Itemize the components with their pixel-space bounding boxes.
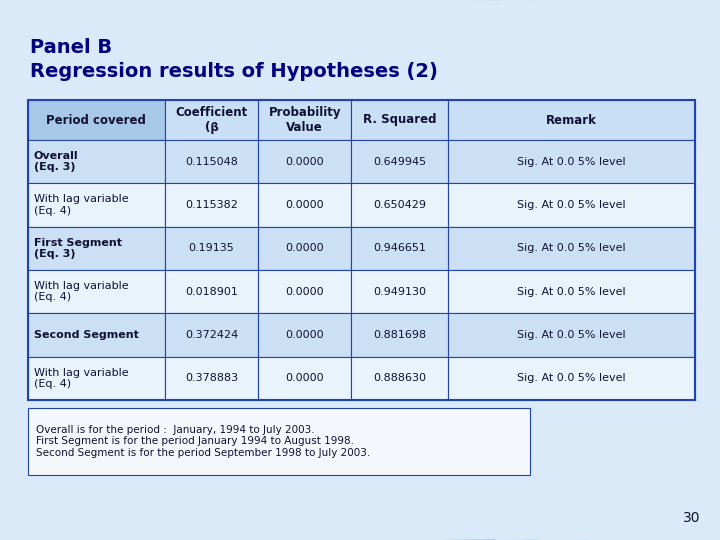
Text: 0.649945: 0.649945 (373, 157, 426, 167)
Bar (28, 356, 165, 400)
Bar (28, 408, 530, 475)
Text: Regression results of Hypotheses (2): Regression results of Hypotheses (2) (30, 62, 438, 81)
Bar (351, 313, 449, 356)
Text: 0.115382: 0.115382 (185, 200, 238, 210)
Bar (165, 140, 258, 184)
Bar (449, 184, 695, 227)
Text: Sig. At 0.0 5% level: Sig. At 0.0 5% level (517, 244, 626, 253)
Bar (351, 356, 449, 400)
Bar (165, 356, 258, 400)
Text: Second Segment: Second Segment (34, 330, 139, 340)
Text: Period covered: Period covered (46, 113, 146, 126)
Bar (258, 270, 351, 313)
Bar (449, 270, 695, 313)
Text: 0.115048: 0.115048 (185, 157, 238, 167)
Text: 0.372424: 0.372424 (185, 330, 238, 340)
Bar (351, 270, 449, 313)
Bar (28, 184, 165, 227)
Text: R. Squared: R. Squared (363, 113, 436, 126)
Bar (449, 313, 695, 356)
Bar (351, 227, 449, 270)
Text: 0.0000: 0.0000 (286, 244, 324, 253)
Text: First Segment
(Eq. 3): First Segment (Eq. 3) (34, 238, 122, 259)
Text: With lag variable
(Eq. 4): With lag variable (Eq. 4) (34, 368, 129, 389)
Bar (28, 313, 165, 356)
Text: 30: 30 (683, 511, 700, 525)
Bar (28, 140, 165, 184)
Bar (449, 227, 695, 270)
Text: 0.949130: 0.949130 (374, 287, 426, 296)
Text: Coefficient
(β: Coefficient (β (175, 106, 248, 134)
Bar (449, 100, 695, 140)
Bar (351, 100, 449, 140)
Text: 0.0000: 0.0000 (286, 157, 324, 167)
Bar (28, 227, 165, 270)
Text: 0.378883: 0.378883 (185, 373, 238, 383)
Bar (351, 140, 449, 184)
Bar (28, 100, 695, 400)
Text: Sig. At 0.0 5% level: Sig. At 0.0 5% level (517, 200, 626, 210)
Bar (258, 184, 351, 227)
Text: 0.0000: 0.0000 (286, 373, 324, 383)
Bar (28, 100, 165, 140)
Bar (258, 140, 351, 184)
Text: Panel B: Panel B (30, 38, 112, 57)
Text: Sig. At 0.0 5% level: Sig. At 0.0 5% level (517, 157, 626, 167)
Bar (165, 100, 258, 140)
Bar (258, 356, 351, 400)
Text: 0.881698: 0.881698 (373, 330, 426, 340)
Bar (165, 270, 258, 313)
Text: With lag variable
(Eq. 4): With lag variable (Eq. 4) (34, 194, 129, 216)
Text: Remark: Remark (546, 113, 597, 126)
Text: Sig. At 0.0 5% level: Sig. At 0.0 5% level (517, 330, 626, 340)
Bar (351, 184, 449, 227)
Text: 0.0000: 0.0000 (286, 330, 324, 340)
Text: 0.0000: 0.0000 (286, 287, 324, 296)
Text: 0.018901: 0.018901 (185, 287, 238, 296)
Bar (165, 227, 258, 270)
Bar (28, 270, 165, 313)
Text: With lag variable
(Eq. 4): With lag variable (Eq. 4) (34, 281, 129, 302)
Text: Sig. At 0.0 5% level: Sig. At 0.0 5% level (517, 373, 626, 383)
Text: Overall
(Eq. 3): Overall (Eq. 3) (34, 151, 78, 172)
Bar (258, 313, 351, 356)
Bar (165, 313, 258, 356)
Text: 0.0000: 0.0000 (286, 200, 324, 210)
Bar (258, 100, 351, 140)
Text: 0.19135: 0.19135 (189, 244, 234, 253)
Bar (449, 140, 695, 184)
Text: Overall is for the period :  January, 1994 to July 2003.
First Segment is for th: Overall is for the period : January, 199… (36, 425, 370, 458)
Text: 0.650429: 0.650429 (374, 200, 426, 210)
Bar (449, 356, 695, 400)
Text: 0.888630: 0.888630 (374, 373, 426, 383)
Bar (165, 184, 258, 227)
Bar (258, 227, 351, 270)
Text: 0.946651: 0.946651 (374, 244, 426, 253)
Text: Probability
Value: Probability Value (269, 106, 341, 134)
Text: Sig. At 0.0 5% level: Sig. At 0.0 5% level (517, 287, 626, 296)
